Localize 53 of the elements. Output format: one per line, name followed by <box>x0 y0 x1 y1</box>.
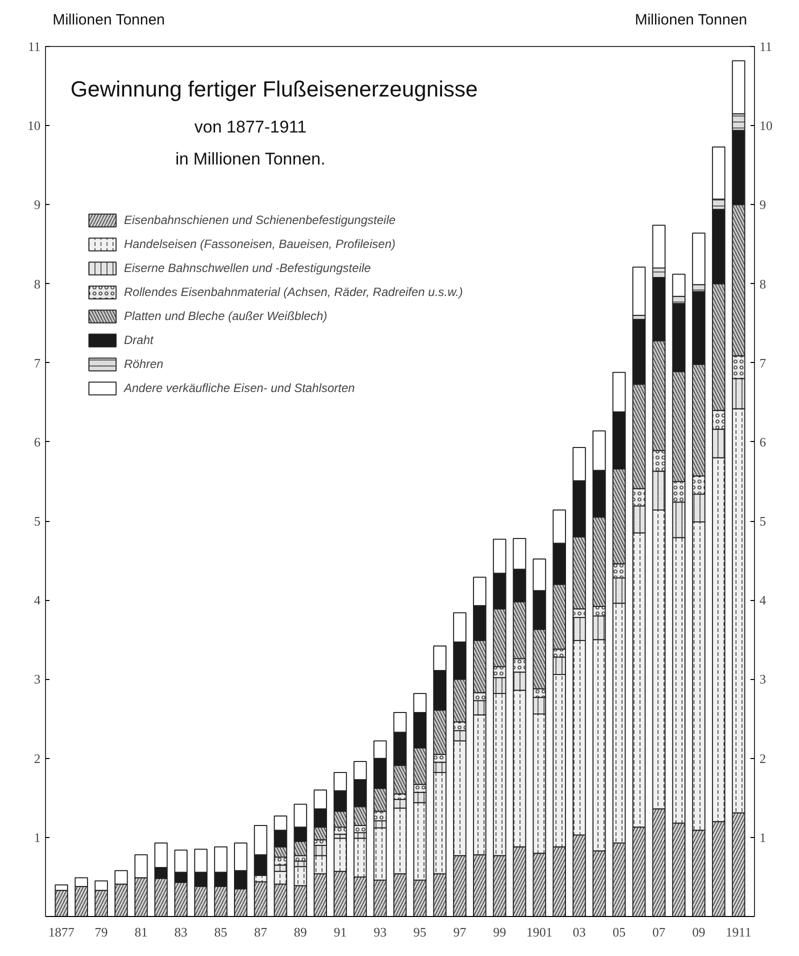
x-tick-label: 81 <box>134 924 148 940</box>
y-tick-label: 10 <box>28 118 40 134</box>
legend-label: Röhren <box>124 357 164 371</box>
x-tick-label: 87 <box>254 924 268 940</box>
legend-label: Eisenbahnschienen und Schienenbefestigungsteile <box>124 213 396 227</box>
y2-tick-label: 10 <box>760 118 772 134</box>
x-tick-label: 1901 <box>526 924 552 940</box>
x-tick-label: 95 <box>413 924 426 940</box>
y-tick-label: 8 <box>34 276 40 292</box>
legend-label: Rollendes Eisenbahnmaterial (Achsen, Räder, Radreifen u.s.w.) <box>124 285 463 299</box>
x-tick-label: 93 <box>374 924 387 940</box>
x-tick-label: 83 <box>174 924 188 940</box>
y-tick-label: 9 <box>34 197 40 212</box>
x-tick-label: 1877 <box>48 924 75 940</box>
x-tick-label: 09 <box>692 924 706 940</box>
x-tick-label: 79 <box>94 924 108 940</box>
y-tick-label: 4 <box>34 592 41 608</box>
x-tick-label: 1911 <box>726 924 752 940</box>
x-tick-label: 07 <box>652 924 666 940</box>
y2-tick-label: 1 <box>760 830 766 845</box>
y2-tick-label: 7 <box>760 355 766 370</box>
y2-tick-label: 5 <box>760 514 766 529</box>
text: von 1877-1911 in Millionen Tonnen. <box>175 118 326 168</box>
y-tick-label: 7 <box>34 355 41 370</box>
y-tick-label: 2 <box>34 750 40 766</box>
y2-tick-label: 2 <box>760 750 766 766</box>
y2-axis-title: Millionen Tonnen <box>634 12 748 28</box>
y2-tick-label: 6 <box>760 434 766 450</box>
y-tick-label: 11 <box>28 39 41 54</box>
y-axis-title: Millionen Tonnen <box>52 12 165 28</box>
x-tick-label: 91 <box>334 924 347 940</box>
bar <box>632 266 646 316</box>
x-tick-label: 99 <box>493 924 506 940</box>
y-tick-label: 3 <box>34 672 40 687</box>
y2-tick-label: 11 <box>760 39 772 54</box>
x-tick-label: 03 <box>572 924 586 940</box>
x-tick-label: 89 <box>294 924 307 940</box>
legend-label: Handelseisen (Fassoneisen, Baueisen, Profileisen) <box>124 237 396 251</box>
legend-label: Andere verkäufliche Eisen- und Stahlsorten <box>124 381 355 395</box>
y2-tick-label: 3 <box>760 672 766 687</box>
y2-tick-label: 8 <box>760 276 766 292</box>
x-tick-label: 97 <box>453 924 467 940</box>
text: Gewinnung fertiger Flußeisenerzeugnisse <box>70 76 478 102</box>
x-tick-label: 05 <box>612 924 626 940</box>
y-tick-label: 1 <box>34 830 40 845</box>
y-tick-label: 5 <box>34 514 40 529</box>
x-tick-label: 85 <box>214 924 228 940</box>
y-tick-label: 6 <box>34 434 41 450</box>
y2-tick-label: 4 <box>760 592 766 608</box>
legend-label: Platten und Bleche (außer Weißblech) <box>124 309 328 323</box>
y2-tick-label: 9 <box>760 197 766 212</box>
legend-label: Eiserne Bahnschwellen und -Befestigungsteile <box>124 261 371 275</box>
legend-label: Draht <box>124 333 154 347</box>
